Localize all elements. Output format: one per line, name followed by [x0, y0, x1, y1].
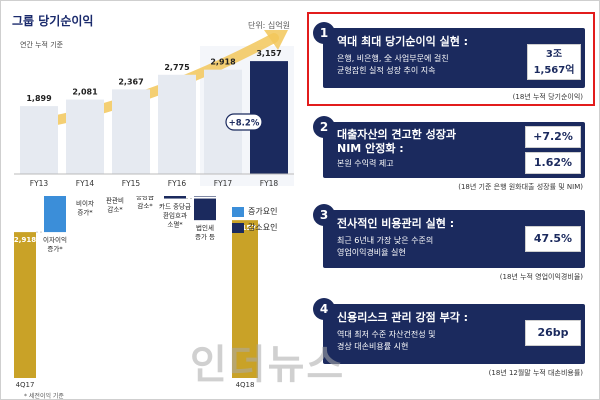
panel-1-value-line1: 3조 [545, 49, 563, 60]
growth-arrow-head [264, 30, 288, 50]
bar-fy16 [158, 74, 196, 174]
page-title: 그룹 당기순이익 [12, 14, 94, 28]
waterfall-chart: 2,9184Q17737이자이익증가*58비이자증가*70판관비감소*170충당… [14, 196, 258, 389]
step-bar-6 [194, 198, 216, 221]
panel-4-value: 26bp [525, 320, 581, 346]
x-tick-fy16: FY16 [168, 179, 187, 188]
bar-label-fy13: 1,899 [26, 94, 52, 103]
x-tick-fy15: FY15 [122, 179, 141, 188]
panel-4-body: 역대 최저 수준 자산건전성 및 경상 대손비용률 시현 [337, 329, 577, 353]
end-bar-value: 3,157 [234, 224, 256, 232]
step-label-4-line2: 감소* [137, 202, 153, 210]
panel-4-footnote: (18년 12월말 누적 대손비용률) [488, 369, 583, 377]
panel-4-number: 4 [313, 298, 335, 320]
panel-1-body-line2: 균형잡힌 실적 성장 추이 지속 [337, 66, 436, 75]
panel-1-body-line1: 은행, 비은행, 全 사업부문에 걸친 [337, 54, 449, 63]
start-bar-value: 2,918 [14, 236, 36, 244]
bar-label-fy18: 3,157 [256, 49, 281, 58]
step-value-bg-6 [194, 196, 216, 197]
panel-4-box: 신용리스크 관리 강점 부각 : 역대 최저 수준 자산건전성 및 경상 대손비… [323, 304, 585, 364]
bar-fy14 [66, 99, 104, 174]
x-tick-fy13: FY13 [30, 179, 49, 188]
panel-4-body-line1: 역대 최저 수준 자산건전성 및 [337, 330, 436, 339]
legend-increase: 증가요인 [232, 206, 277, 217]
growth-annotation: +8.2% [229, 119, 260, 129]
panel-1-body: 은행, 비은행, 全 사업부문에 걸친 균형잡힌 실적 성장 추이 지속 [337, 53, 577, 77]
bar-label-fy16: 2,775 [164, 63, 190, 72]
x-tick-fy17: FY17 [214, 179, 233, 188]
panel-4-body-line2: 경상 대손비용률 시현 [337, 342, 409, 351]
bar-fy13 [20, 106, 58, 174]
panel-3-body: 최근 6년내 가장 낮은 수준의 영업이익경비율 실현 [337, 235, 577, 259]
panel-2-footnote: (18년 기준 은행 원화대출 성장률 및 NIM) [458, 183, 583, 191]
panel-1: 역대 최대 당기순이익 실현 : 은행, 비은행, 全 사업부문에 걸친 균형잡… [309, 12, 593, 106]
step-label-2-line1: 비이자 [76, 198, 94, 207]
panel-3-value: 47.5% [525, 226, 581, 252]
panel-3: 전사적인 비용관리 실현 : 최근 6년내 가장 낮은 수준의 영업이익경비율 … [309, 196, 593, 288]
panel-4: 신용리스크 관리 강점 부각 : 역대 최저 수준 자산건전성 및 경상 대손비… [309, 292, 593, 384]
panel-1-value: 3조 1,567억 [527, 44, 581, 80]
step-label-6-line1: 법인세 [196, 223, 214, 232]
step-label-3-line1: 판관비 [106, 196, 124, 204]
step-label-5-line2: 환입효과 [163, 211, 187, 220]
legend-decrease-label: 감소요인 [248, 223, 278, 232]
footnote: * 세전이익 기준 [24, 393, 64, 400]
annual-net-income-chart: 1,899 FY13 2,081 FY14 2,367 FY15 2,775 FY16 2,91… [14, 30, 294, 188]
panel-2-body: 본원 수익력 제고 [337, 159, 394, 168]
x-tick-fy18: FY18 [260, 179, 279, 188]
step-label-5-line3: 소멸* [167, 220, 183, 229]
start-bar-label: 4Q17 [16, 381, 35, 389]
legend-decrease: 감소요인 [232, 222, 277, 233]
end-bar [232, 220, 258, 378]
step-label-4-line1: 충당금 [136, 196, 154, 201]
panel-3-body-line2: 영업이익경비율 실현 [337, 248, 406, 257]
growth-pill [225, 113, 263, 131]
left-section: 그룹 당기순이익 단위: 십억원 연간 누적 기준 1,899 FY13 2,081… [6, 6, 296, 400]
panel-3-footnote: (18년 누적 영업이익경비율) [499, 273, 583, 281]
watermark-logo: 인더뉴스 [190, 342, 346, 388]
step-bar-5 [164, 196, 186, 199]
legend-swatch-increase [232, 206, 244, 217]
unit-label: 단위: 십억원 [247, 21, 290, 30]
bar-label-fy17: 2,918 [210, 58, 236, 67]
panel-2-headline-line2: NIM 안정화 : [337, 142, 404, 155]
end-bar-label: 4Q18 [236, 381, 255, 389]
panel-1-value-line2: 1,567억 [533, 65, 575, 76]
step-label-5-line1: 카드 충당금 [159, 202, 191, 211]
start-bar [14, 232, 36, 378]
x-tick-fy14: FY14 [76, 179, 95, 188]
step-label-1-line2: 증가* [47, 244, 63, 253]
panel-2-headline: 대출자산의 견고한 성장과 [337, 128, 456, 141]
chart-subtitle: 연간 누적 기준 [20, 41, 64, 49]
bar-fy15 [112, 89, 150, 174]
panel-2-value-2: 1.62% [525, 152, 581, 174]
panel-1-number: 1 [313, 22, 335, 44]
panel-1-headline: 역대 최대 당기순이익 실현 : [337, 35, 469, 48]
panel-4-headline: 신용리스크 관리 강점 부각 : [337, 311, 469, 324]
legend-swatch-decrease [232, 222, 244, 233]
step-label-2-line2: 증가* [77, 207, 93, 216]
legend-increase-label: 증가요인 [248, 207, 278, 216]
step-label-1-line1: 이자이익 [43, 235, 67, 244]
bar-label-fy14: 2,081 [72, 88, 98, 97]
panel-1-footnote: (18년 누적 당기순이익) [512, 93, 583, 101]
panel-2-value-1: +7.2% [525, 126, 581, 148]
highlight-outline [307, 12, 595, 106]
step-bar-1 [44, 196, 66, 233]
bar-label-fy15: 2,367 [118, 77, 143, 86]
panel-2: 대출자산의 견고한 성장과 NIM 안정화 : 본원 수익력 제고 +7.2% … [309, 108, 593, 194]
panel-3-headline: 전사적인 비용관리 실현 : [337, 217, 455, 230]
step-label-6-line2: 증가 등 [195, 232, 215, 241]
panel-3-number: 3 [313, 204, 335, 226]
step-label-3-line2: 감소* [107, 205, 123, 213]
panel-2-number: 2 [313, 116, 335, 138]
panel-3-body-line1: 최근 6년내 가장 낮은 수준의 [337, 236, 434, 245]
